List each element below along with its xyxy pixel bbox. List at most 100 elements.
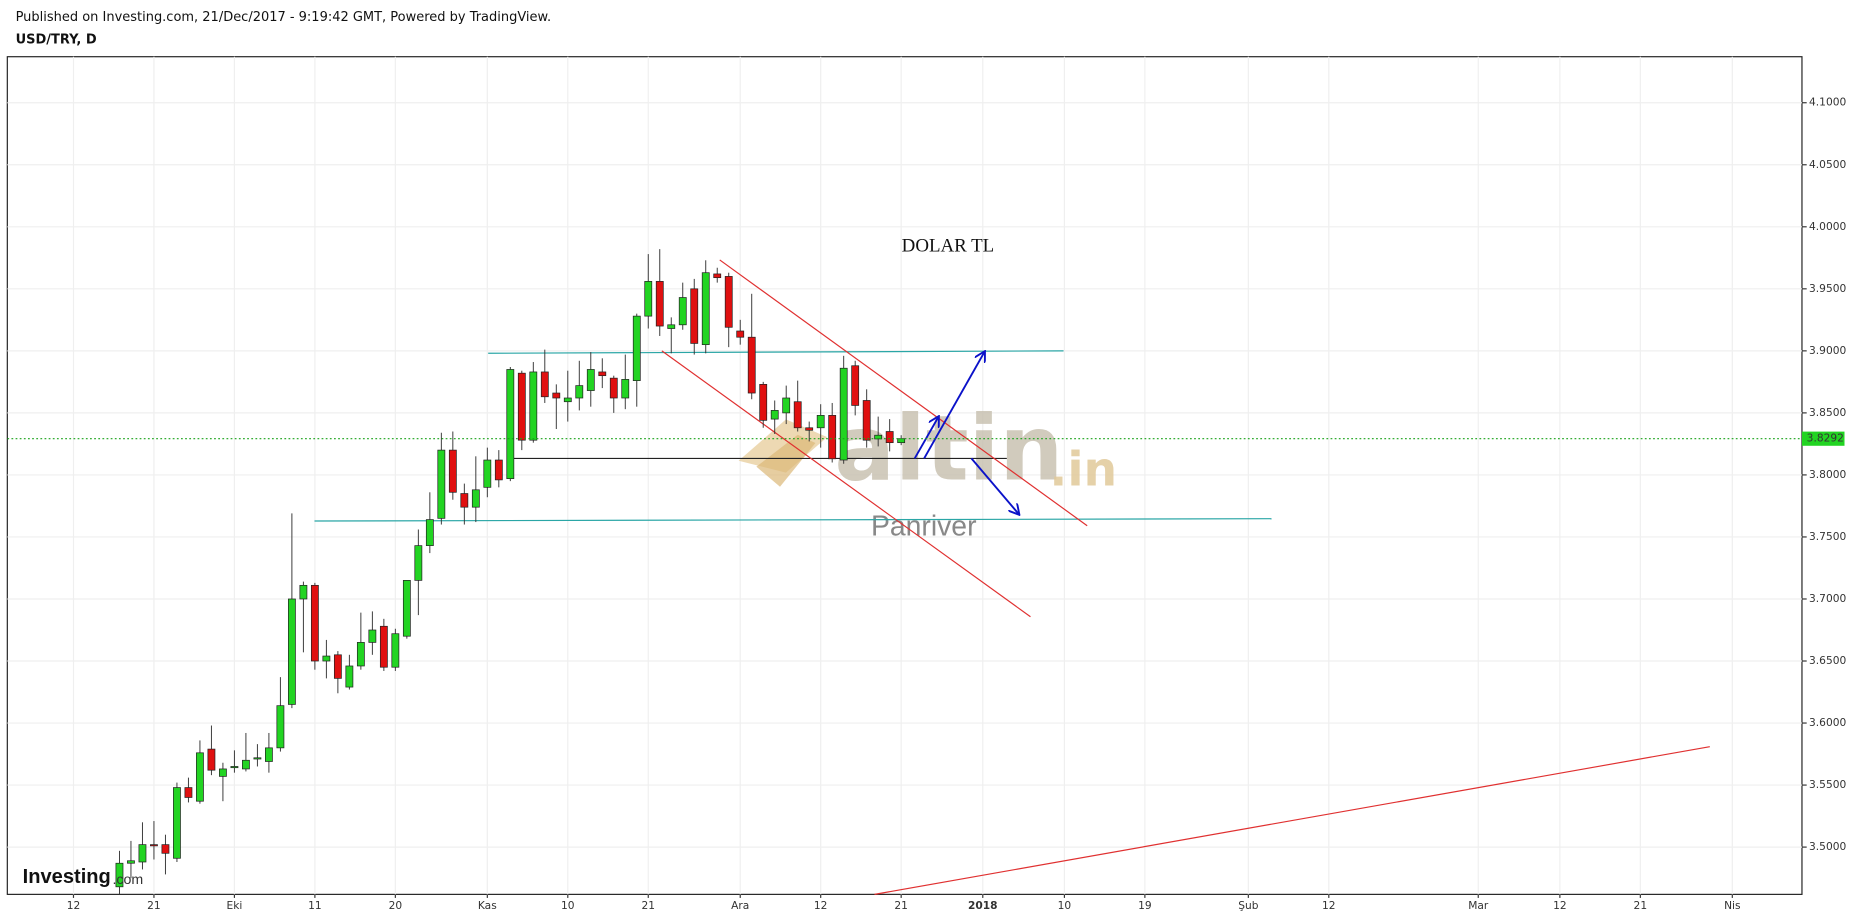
- candle-body: [713, 273, 722, 279]
- candle-body: [839, 367, 848, 461]
- y-tick-label: 3.9500: [1809, 282, 1846, 295]
- x-tick-label: 12: [67, 899, 81, 912]
- arrow: [923, 352, 984, 459]
- published-line: Published on Investing.com, 21/Dec/2017 …: [16, 10, 552, 25]
- y-tick-label: 3.8500: [1809, 406, 1846, 419]
- trend-line: [661, 350, 1031, 618]
- candle-body: [368, 629, 377, 643]
- candle-body: [345, 665, 354, 688]
- plot-frame: [6, 56, 1803, 895]
- candle-body: [242, 759, 250, 770]
- y-tick-label: 4.0500: [1809, 158, 1846, 171]
- candle-body: [414, 545, 423, 581]
- candle-body: [483, 459, 492, 488]
- symbol: USD/TRY, D: [16, 33, 97, 48]
- x-tick-label: Nis: [1724, 899, 1741, 912]
- watermark-sub: Panriver: [871, 511, 977, 543]
- candle-body: [265, 747, 273, 762]
- candle-body: [805, 427, 814, 431]
- candle-body: [150, 844, 158, 847]
- last-price-box: [1801, 431, 1845, 446]
- last-price-label: 3.8292: [1807, 432, 1844, 445]
- trend-line: [874, 746, 1710, 895]
- watermark: altin .in Panriver: [738, 397, 1117, 543]
- candle-body: [862, 400, 871, 441]
- x-tick-label: 19: [1138, 899, 1152, 912]
- trend-line: [719, 259, 1088, 527]
- axes: 3.5000 3.5500 3.6000 3.6500 3.7000 3.7500 3.80…: [7, 96, 1846, 912]
- watermark-suffix: .in: [1049, 443, 1117, 498]
- x-tick-label: 21: [641, 899, 655, 912]
- candle-body: [874, 434, 883, 440]
- candle-body: [770, 410, 779, 420]
- x-tick-label: Kas: [478, 899, 497, 912]
- candle-body: [173, 787, 181, 859]
- x-tick-label: 12: [1553, 899, 1567, 912]
- x-tick-label: 21: [1634, 899, 1648, 912]
- x-tick-label: Ara: [731, 899, 749, 912]
- candle-body: [655, 281, 664, 327]
- candle-body: [299, 584, 308, 600]
- x-tick-label: 21: [147, 899, 161, 912]
- candle-body: [161, 844, 170, 854]
- candle-body: [506, 369, 515, 479]
- arrow: [970, 457, 1018, 514]
- candle-body: [437, 449, 446, 519]
- candle-body: [253, 757, 262, 760]
- candle-body: [494, 459, 503, 481]
- candle-body: [356, 642, 365, 667]
- candle-body: [690, 288, 699, 344]
- annotation: DOLAR TL: [902, 235, 995, 256]
- candle-body: [736, 330, 745, 338]
- candle-body: [885, 431, 894, 444]
- x-tick-label: 11: [308, 899, 322, 912]
- x-tick-label: 12: [814, 899, 828, 912]
- candle-body: [851, 365, 860, 406]
- candle-body: [115, 862, 124, 888]
- candle-body: [196, 752, 204, 802]
- candle-body: [460, 493, 469, 508]
- candle-body: [828, 415, 837, 460]
- arrow: [913, 417, 939, 459]
- drawings: [314, 259, 1710, 895]
- candle-body: [598, 371, 607, 377]
- candle-body: [471, 489, 480, 508]
- candle-body: [448, 449, 457, 493]
- candle-body: [678, 297, 687, 326]
- y-tick-label: 3.9000: [1809, 344, 1846, 357]
- x-tick-label: Eki: [227, 899, 243, 912]
- candle-body: [391, 633, 400, 668]
- candle-body: [127, 860, 135, 864]
- candle-body: [552, 392, 561, 399]
- candle-body: [184, 787, 193, 798]
- logo-suffix: .com: [112, 872, 143, 888]
- y-tick-label: 3.8000: [1809, 468, 1846, 481]
- candle-body: [609, 377, 618, 399]
- x-tick-label: 10: [561, 899, 575, 912]
- candle-body: [276, 705, 285, 749]
- x-tick-label: 10: [1058, 899, 1072, 912]
- candle-body: [402, 580, 411, 637]
- candle-body: [379, 625, 388, 668]
- candle-body: [759, 384, 768, 421]
- x-tick-label: 20: [389, 899, 403, 912]
- x-tick-label: Şub: [1238, 899, 1258, 912]
- candle-body: [219, 768, 227, 777]
- candle-body: [333, 654, 342, 679]
- candle-body: [586, 369, 595, 391]
- candles: [115, 249, 906, 895]
- y-tick-label: 3.6500: [1809, 654, 1846, 667]
- candle-body: [517, 372, 526, 441]
- logo: Investing: [23, 866, 111, 888]
- y-tick-label: 3.5000: [1809, 840, 1846, 853]
- candle-body: [724, 276, 733, 328]
- x-tick-label: 21: [894, 899, 908, 912]
- y-tick-label: 3.5500: [1809, 778, 1846, 791]
- candle-body: [287, 598, 296, 705]
- candle-body: [529, 371, 538, 441]
- candle-body: [667, 324, 676, 329]
- y-tick-label: 3.7000: [1809, 592, 1846, 605]
- candle-body: [621, 379, 630, 399]
- y-tick-label: 3.6000: [1809, 716, 1846, 729]
